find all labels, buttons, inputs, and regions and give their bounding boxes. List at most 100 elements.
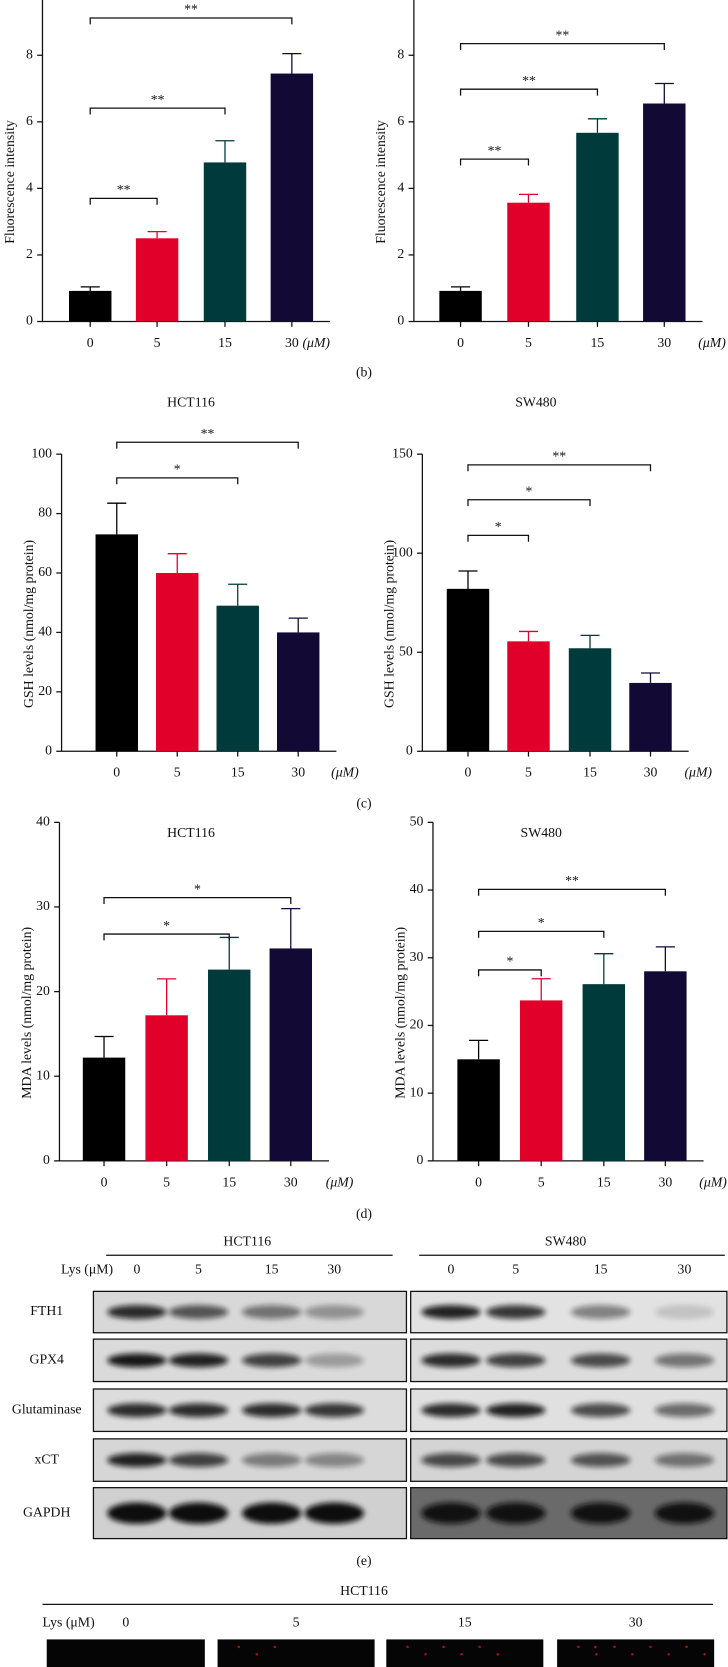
significance-bracket (89, 197, 158, 205)
y-tick-label: 10 (36, 1067, 50, 1082)
speck (594, 1645, 597, 1649)
significance-label: * (538, 915, 545, 930)
band (421, 1403, 481, 1418)
speck (667, 1652, 670, 1656)
significance-bracket (89, 107, 226, 115)
speck (255, 1652, 259, 1656)
error-bar (281, 908, 301, 949)
bar (216, 605, 259, 752)
x-tick-label: 5 (154, 335, 161, 350)
x-unit: (μM) (698, 335, 726, 351)
error-bar (80, 286, 100, 291)
bar (269, 948, 313, 1161)
bar (203, 162, 247, 322)
significance-label: ** (522, 73, 536, 88)
band (486, 1305, 546, 1319)
protein-label: FTH1 (30, 1303, 63, 1318)
speck (496, 1652, 499, 1656)
band (654, 1502, 715, 1524)
dose: 30 (678, 1261, 692, 1276)
significance-bracket (477, 930, 605, 938)
dose: 5 (512, 1261, 519, 1276)
y-tick-label: 4 (26, 180, 33, 195)
significance-label: * (506, 954, 513, 969)
significance-label: * (163, 918, 170, 933)
bar (644, 971, 687, 1161)
band (168, 1403, 229, 1418)
y-tick-label: 2 (397, 246, 404, 261)
caption: (e) (356, 1553, 371, 1569)
y-axis-label: MDA levels (nmol/mg protein) (19, 927, 35, 1099)
y-tick-label: 6 (397, 113, 404, 128)
error-bar (469, 1039, 489, 1060)
micro-group: HCT116 (340, 1583, 388, 1598)
band (241, 1403, 302, 1418)
band (107, 1403, 167, 1418)
x-tick-label: 15 (222, 1174, 236, 1189)
y-tick-label: 100 (392, 544, 413, 559)
x-tick-label: 30 (291, 765, 305, 780)
y-tick-label: 8 (397, 46, 404, 61)
speck (237, 1645, 241, 1649)
y-tick-label: 50 (410, 814, 424, 829)
bar (69, 290, 112, 322)
y-axis-label: GSH levels (nmol/mg protein) (382, 540, 398, 708)
chart-title: HCT116 (167, 825, 215, 840)
dose: 5 (293, 1615, 300, 1630)
x-tick-label: 15 (591, 335, 605, 350)
x-unit: (μM) (699, 1174, 727, 1190)
significance-bracket (477, 969, 542, 977)
significance-label: ** (552, 449, 566, 464)
y-tick-label: 80 (38, 505, 52, 520)
y-axis-label: MDA levels (nmol/mg protein) (392, 927, 408, 1099)
significance-label: * (194, 881, 201, 896)
x-tick-label: 0 (101, 1174, 108, 1189)
speck (460, 1652, 463, 1656)
significance-bracket (467, 534, 530, 542)
significance-label: ** (117, 182, 131, 197)
bar (507, 641, 550, 752)
error-bar (531, 978, 551, 1001)
band (107, 1453, 167, 1467)
y-axis-label: Fluorescence intensity (373, 120, 388, 244)
speck (442, 1645, 445, 1649)
significance-label: ** (151, 92, 165, 107)
y-tick-label: 20 (38, 683, 52, 698)
dose: 0 (122, 1615, 129, 1630)
error-bar (580, 634, 600, 649)
bar (145, 1015, 188, 1161)
band (304, 1453, 364, 1467)
x-tick-label: 30 (285, 335, 299, 350)
y-tick-label: 8 (26, 46, 33, 61)
dose: 15 (594, 1261, 608, 1276)
micrograph (386, 1639, 544, 1667)
bar (135, 238, 179, 322)
error-bar (107, 502, 127, 535)
significance-bracket (116, 441, 299, 449)
dose: 30 (629, 1615, 643, 1630)
y-tick-label: 30 (410, 949, 424, 964)
x-tick-label: 0 (457, 335, 464, 350)
band (654, 1305, 715, 1319)
significance-label: * (526, 483, 533, 498)
y-axis-label: Fluorescence intensity (2, 120, 17, 244)
error-bar (518, 630, 539, 642)
significance-label: * (174, 462, 181, 477)
bar (156, 572, 199, 752)
y-tick-label: 40 (410, 881, 424, 896)
y-tick-label: 40 (38, 624, 52, 639)
band (654, 1353, 715, 1368)
error-bar (219, 936, 239, 970)
caption: (d) (356, 1206, 372, 1222)
speck (649, 1645, 652, 1649)
dose: 0 (133, 1261, 140, 1276)
x-unit: (μM) (684, 765, 712, 781)
significance-bracket (103, 897, 292, 905)
x-tick-label: 5 (163, 1174, 170, 1189)
band (107, 1305, 167, 1319)
blot-group: SW480 (545, 1234, 586, 1249)
bar (507, 202, 550, 322)
x-tick-label: 30 (658, 1174, 672, 1189)
error-bar (458, 570, 478, 589)
